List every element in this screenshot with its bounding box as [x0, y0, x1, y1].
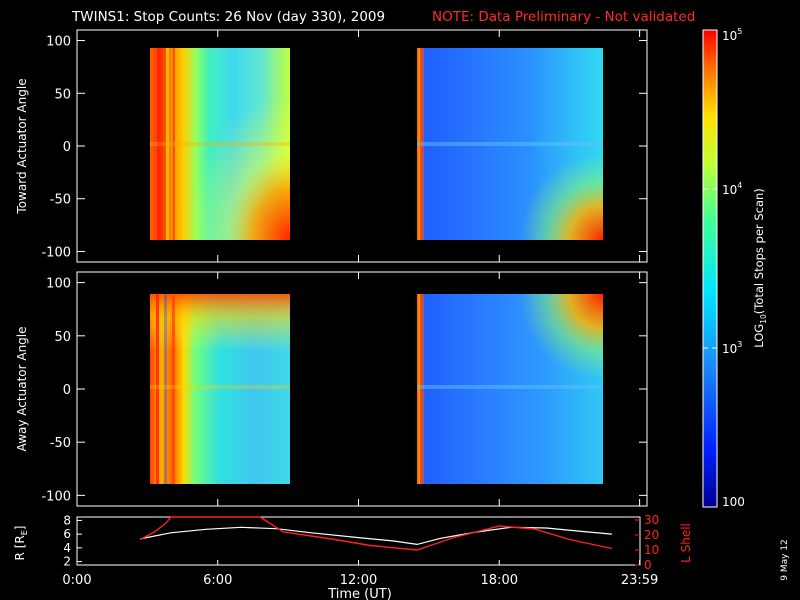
- x-tick-label: 23:59: [621, 573, 658, 588]
- orbit-y2-axis-label: L Shell: [679, 523, 693, 563]
- toward-heatmap: [150, 48, 603, 240]
- orbit-y2-tick-label: 20: [644, 528, 659, 542]
- x-tick-label: 0:00: [62, 573, 91, 588]
- colorbar-tick-label: 100: [722, 495, 745, 509]
- toward-y-tick-label: 50: [54, 87, 71, 102]
- away-heatmap: [150, 294, 603, 484]
- colorbar-tick-label: 104: [722, 181, 742, 197]
- away-y-tick-label: -100: [41, 489, 71, 504]
- away-block-1-stripe: [156, 294, 159, 484]
- x-tick-label: 12:00: [340, 573, 377, 588]
- orbit-y-tick-label: 8: [63, 513, 71, 527]
- toward-y-tick-label: -50: [50, 193, 71, 208]
- away-y-axis-label: Away Actuator Angle: [15, 326, 29, 451]
- colorbar-tick-label: 103: [722, 340, 742, 356]
- orbit-x-ticks: 0:00 6:00 12:00 18:00 23:59: [62, 560, 658, 588]
- r-series-line: [140, 526, 612, 546]
- away-block-1-stripe: [164, 294, 167, 484]
- away-panel: 100 50 0 -50 -100 Away Actuator Angle: [15, 271, 648, 507]
- toward-panel: 100 50 0 -50 -100 Toward Actuator Angle: [15, 29, 648, 263]
- toward-block-1-stripe: [166, 48, 169, 240]
- orbit-panel-frame: [76, 516, 641, 566]
- away-y-tick-label: -50: [50, 436, 71, 451]
- away-y-tick-label: 50: [54, 330, 71, 345]
- toward-y-ticks: 100 50 0 -50 -100: [41, 35, 647, 260]
- orbit-y2-tick-label: 10: [644, 543, 659, 557]
- orbit-y-tick-label: 4: [63, 541, 71, 555]
- orbit-y-tick-label: 6: [63, 527, 71, 541]
- x-axis-label: Time (UT): [327, 587, 392, 600]
- colorbar: 100 103 104 105 LOG10(Total Stops per Scan): [702, 27, 768, 509]
- away-block-2-band: [417, 385, 603, 389]
- toward-y-axis-label: Toward Actuator Angle: [15, 78, 29, 214]
- colorbar-frame: [702, 29, 718, 508]
- x-tick-label: 6:00: [203, 573, 232, 588]
- l-shell-series-line: [139, 516, 613, 551]
- colorbar-ticks: 100 103 104 105: [703, 27, 745, 509]
- toward-block-2-band: [417, 142, 603, 146]
- toward-block-1-stripe: [157, 48, 160, 240]
- date-stamp: 9 May 12: [780, 539, 790, 581]
- chart-title: TWINS1: Stop Counts: 26 Nov (day 330), 2…: [71, 9, 385, 25]
- orbit-y2-tick-label: 0: [644, 558, 652, 572]
- toward-x-ticks: [76, 30, 641, 262]
- toward-block-1-stripe: [173, 48, 175, 240]
- orbit-y-axis-label: R [RE]: [13, 526, 29, 561]
- toward-block-1-band: [150, 142, 290, 146]
- preliminary-note: NOTE: Data Preliminary - Not validated: [432, 9, 695, 25]
- toward-y-tick-label: 100: [46, 35, 71, 50]
- away-block-1-stripe: [172, 294, 175, 484]
- toward-y-tick-label: 0: [63, 140, 71, 155]
- toward-y-tick-label: -100: [41, 245, 71, 260]
- orbit-y-tick-label: 2: [63, 555, 71, 569]
- away-y-tick-label: 100: [46, 277, 71, 292]
- away-x-ticks: [76, 272, 641, 506]
- x-tick-label: 18:00: [481, 573, 518, 588]
- away-block-1-band: [150, 385, 290, 389]
- colorbar-fill: [703, 30, 717, 507]
- orbit-y2-tick-label: 30: [644, 513, 659, 527]
- away-y-ticks: 100 50 0 -50 -100: [41, 277, 647, 504]
- away-y-tick-label: 0: [63, 383, 71, 398]
- colorbar-tick-label: 105: [722, 27, 742, 43]
- colorbar-label: LOG10(Total Stops per Scan): [752, 188, 768, 348]
